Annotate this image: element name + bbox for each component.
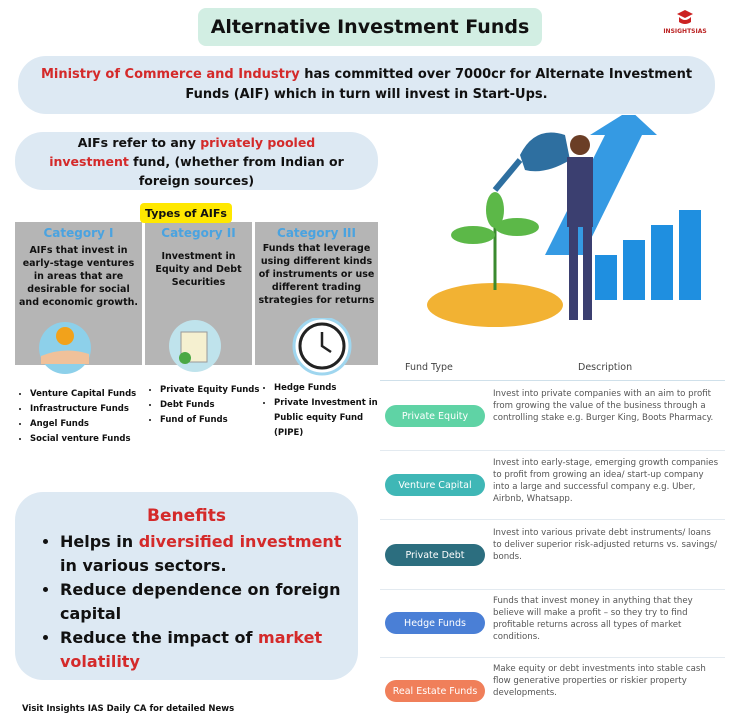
category-description: Funds that leverage using different kind…	[258, 243, 375, 306]
logo-text: INSIGHTSIAS	[663, 28, 707, 35]
footer: Visit Insights IAS Daily CA for detailed…	[22, 704, 235, 714]
person	[567, 157, 593, 227]
benefit-item: Helps in diversified investment in vario…	[60, 530, 350, 578]
benefits-box: Benefits Helps in diversified investment…	[15, 492, 358, 680]
person	[569, 225, 578, 320]
illustration	[427, 115, 701, 327]
logo-icon	[677, 10, 693, 24]
category-name: Category II	[161, 226, 236, 240]
fund-item: Private Equity Funds	[160, 383, 265, 398]
icon	[179, 352, 191, 364]
types-label-text: Types of AIFs	[145, 206, 227, 220]
plant	[486, 192, 504, 228]
fund-type: Private Debt	[385, 544, 485, 566]
icon	[41, 350, 89, 364]
fund-description: Funds that invest money in anything that…	[493, 596, 693, 642]
fund-item: Fund of Funds	[160, 413, 265, 428]
definition: AIFs refer to any privately pooled inves…	[15, 132, 378, 190]
table-rule	[380, 380, 725, 381]
benefit-text: market volatility	[60, 628, 323, 671]
title: Alternative Investment Funds	[210, 16, 530, 38]
logo: INSIGHTSIAS	[660, 8, 710, 35]
fund-item: Social venture Funds	[30, 432, 155, 447]
fund-list: Venture Capital FundsInfrastructure Fund…	[18, 387, 155, 447]
row-separator	[380, 450, 725, 451]
table-header: Description	[578, 362, 633, 373]
banner: Ministry of Commerce and Industry has co…	[18, 56, 715, 114]
banner-highlight: Ministry of Commerce and Industry	[40, 67, 300, 82]
benefit-text: diversified investment	[138, 532, 342, 551]
types-label: Types of AIFs	[140, 203, 232, 223]
benefits-list: Helps in diversified investment in vario…	[15, 530, 358, 674]
plant	[495, 218, 539, 236]
bar	[679, 210, 701, 300]
title-pill: Alternative Investment Funds	[198, 8, 542, 46]
icon	[320, 332, 332, 354]
fund-list: Hedge FundsPrivate Investment in Public …	[262, 381, 389, 441]
column-divider	[142, 222, 145, 365]
row-separator	[380, 519, 725, 520]
category-name: Category I	[43, 226, 114, 240]
fund-item: Private Investment in Public equity Fund…	[274, 396, 389, 441]
bar	[595, 255, 617, 300]
fund-description: Invest into early-stage, emerging growth…	[493, 458, 719, 504]
banner-text: has committed over 7000cr for Alternate …	[185, 67, 693, 102]
definition-highlight: privately pooled investment	[49, 134, 316, 169]
benefit-text: Reduce dependence on foreign capital	[60, 580, 341, 623]
benefit-text: Reduce the impact of	[60, 628, 259, 647]
fund-type: Private Equity	[385, 405, 485, 427]
fund-item: Hedge Funds	[274, 381, 389, 396]
fund-description: Make equity or debt investments into sta…	[493, 664, 706, 698]
fund-item: Angel Funds	[30, 417, 155, 432]
watering-can	[492, 158, 523, 192]
bar	[651, 225, 673, 300]
benefits-title: Benefits	[147, 506, 226, 526]
category-description: Investment in Equity and Debt Securities	[155, 251, 242, 288]
fund-type: Hedge Funds	[385, 612, 485, 634]
category-name: Category III	[277, 226, 356, 240]
benefit-text: Helps in	[60, 532, 139, 551]
fund-item: Debt Funds	[160, 398, 265, 413]
plant	[451, 226, 495, 244]
fund-description: Invest into various private debt instrum…	[493, 528, 717, 562]
person	[583, 225, 592, 320]
definition-text: AIFs refer to any	[77, 134, 201, 150]
icon	[56, 327, 74, 345]
category-description: AIFs that invest in early-stage ventures…	[19, 245, 138, 308]
benefit-item: Reduce dependence on foreign capital	[60, 578, 350, 626]
bar	[623, 240, 645, 300]
person	[570, 135, 590, 155]
watering-can	[520, 132, 570, 172]
fund-item: Infrastructure Funds	[30, 402, 155, 417]
fund-description: Invest into private companies with an ai…	[493, 389, 714, 423]
benefit-item: Reduce the impact of market volatility	[60, 626, 350, 674]
fund-type: Real Estate Funds	[385, 680, 485, 702]
column-divider	[252, 222, 255, 365]
fund-item: Venture Capital Funds	[30, 387, 155, 402]
row-separator	[380, 589, 725, 590]
fund-type: Venture Capital	[385, 474, 485, 496]
category-icons	[39, 318, 352, 376]
row-separator	[380, 657, 725, 658]
table-header: Fund Type	[405, 362, 453, 373]
benefit-text: in various sectors.	[60, 556, 227, 575]
definition-text: fund, (whether from Indian or foreign so…	[128, 153, 344, 188]
coins	[427, 283, 563, 327]
